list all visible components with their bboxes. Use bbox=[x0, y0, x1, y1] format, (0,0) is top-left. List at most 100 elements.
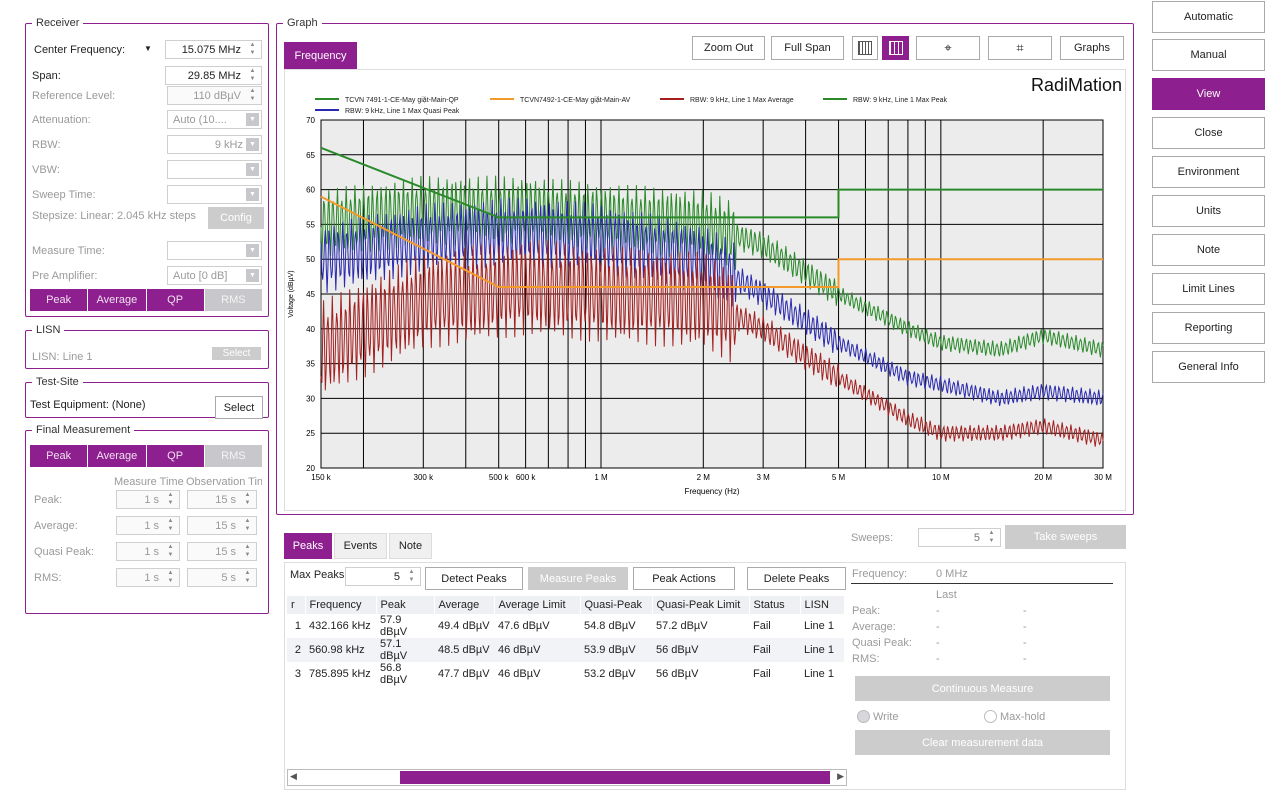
detector-average[interactable]: Average bbox=[88, 289, 147, 311]
emission-chart[interactable]: RadiMation TCVN 7491-1-CE-May giặt-Main-… bbox=[285, 70, 1127, 512]
readout-peak-label: Peak: bbox=[852, 605, 881, 617]
graph-group: Graph bbox=[276, 17, 1134, 515]
scrollbar-thumb[interactable] bbox=[400, 771, 830, 784]
test-site-select-button[interactable]: Select bbox=[215, 396, 263, 419]
center-frequency-dropdown-icon[interactable]: ▼ bbox=[144, 44, 152, 53]
peak-actions-button[interactable]: Peak Actions bbox=[633, 567, 735, 590]
tab-peaks[interactable]: Peaks bbox=[284, 533, 332, 559]
detector-peak[interactable]: Peak bbox=[30, 289, 89, 311]
graphs-button[interactable]: Graphs bbox=[1060, 36, 1124, 60]
final-detector-qp[interactable]: QP bbox=[146, 445, 205, 467]
tab-note[interactable]: Note bbox=[389, 533, 432, 559]
y-tick-label: 40 bbox=[306, 325, 315, 334]
final-rms-observation-time[interactable]: 5 s ▲ ▼ bbox=[187, 568, 257, 587]
nav-close[interactable]: Close bbox=[1152, 117, 1265, 149]
table-row[interactable]: 1 432.166 kHz 57.9 dBµV 49.4 dBµV 47.6 dBµV 5… bbox=[294, 614, 834, 638]
x-tick-label: 3 M bbox=[756, 473, 770, 482]
max-peaks-input[interactable]: 5 ▲ ▼ bbox=[345, 567, 421, 586]
horizontal-scrollbar[interactable]: ◀ ▶ bbox=[287, 769, 847, 786]
nav-limit-lines[interactable]: Limit Lines bbox=[1152, 273, 1265, 305]
write-radio[interactable] bbox=[857, 710, 870, 723]
final-quasi-peak-measure-time[interactable]: 1 s ▲ ▼ bbox=[116, 542, 180, 561]
continuous-measure-button[interactable]: Continuous Measure bbox=[855, 676, 1110, 701]
grid-fine-button[interactable] bbox=[852, 36, 878, 60]
y-axis-label: Voltage (dBµV) bbox=[288, 270, 295, 317]
nav-reporting[interactable]: Reporting bbox=[1152, 312, 1265, 344]
final-average-observation-time[interactable]: 15 s ▲ ▼ bbox=[187, 516, 257, 535]
attenuation-select[interactable]: Auto (10.... ▼ bbox=[167, 110, 262, 129]
rbw-select[interactable]: 9 kHz ▼ bbox=[167, 135, 262, 154]
nav-general-info[interactable]: General Info bbox=[1152, 351, 1265, 383]
col-header-index[interactable]: r bbox=[287, 596, 306, 614]
span-input[interactable]: 29.85 MHz ▲ ▼ bbox=[165, 66, 262, 85]
col-header-status[interactable]: Status bbox=[749, 596, 801, 614]
col-header-average-limit[interactable]: Average Limit bbox=[494, 596, 581, 614]
final-quasi-peak-observation-time[interactable]: 15 s ▲ ▼ bbox=[187, 542, 257, 561]
scroll-right-icon[interactable]: ▶ bbox=[837, 771, 844, 781]
measure-time-select[interactable]: ▼ bbox=[167, 241, 262, 260]
lisn-title: LISN bbox=[36, 324, 61, 336]
x-tick-label: 300 k bbox=[414, 473, 435, 482]
nav-note[interactable]: Note bbox=[1152, 234, 1265, 266]
receiver-title: Receiver bbox=[36, 17, 80, 29]
vbw-select[interactable]: ▼ bbox=[167, 160, 262, 179]
sweeps-input[interactable]: 5 ▲ ▼ bbox=[918, 528, 1001, 547]
nav-units[interactable]: Units bbox=[1152, 195, 1265, 227]
measure-time-column-header: Measure Time bbox=[114, 476, 184, 488]
col-header-quasi-peak-limit[interactable]: Quasi-Peak Limit bbox=[652, 596, 750, 614]
measure-peaks-button[interactable]: Measure Peaks bbox=[528, 567, 628, 590]
final-detector-average[interactable]: Average bbox=[88, 445, 147, 467]
detector-rms[interactable]: RMS bbox=[204, 289, 263, 311]
final-detector-peak[interactable]: Peak bbox=[30, 445, 89, 467]
final-average-measure-time[interactable]: 1 s ▲ ▼ bbox=[116, 516, 180, 535]
final-peak-observation-time[interactable]: 15 s ▲ ▼ bbox=[187, 490, 257, 509]
clear-measurement-button[interactable]: Clear measurement data bbox=[855, 730, 1110, 755]
final-rms-measure-time[interactable]: 1 s ▲ ▼ bbox=[116, 568, 180, 587]
pre-amplifier-select[interactable]: Auto [0 dB] ▼ bbox=[167, 266, 262, 285]
detector-qp[interactable]: QP bbox=[146, 289, 205, 311]
table-row[interactable]: 3 785.895 kHz 56.8 dBµV 47.7 dBµV 46 dBµV 53.… bbox=[294, 662, 834, 686]
sweep-time-select[interactable]: ▼ bbox=[167, 185, 262, 204]
cursor-tool-button[interactable]: ⌖ bbox=[916, 36, 980, 60]
col-header-frequency[interactable]: Frequency bbox=[305, 596, 377, 614]
final-peak-measure-time[interactable]: 1 s ▲ ▼ bbox=[116, 490, 180, 509]
readout-frequency-value: 0 MHz bbox=[936, 568, 968, 580]
table-row[interactable]: 2 560.98 kHz 57.1 dBµV 48.5 dBµV 46 dBµV 53.9… bbox=[287, 638, 844, 662]
nav-automatic[interactable]: Automatic bbox=[1152, 1, 1265, 33]
take-sweeps-button[interactable]: Take sweeps bbox=[1005, 525, 1126, 549]
center-frequency-label: Center Frequency: bbox=[34, 44, 126, 56]
final-detector-rms[interactable]: RMS bbox=[204, 445, 263, 467]
lisn-select-button[interactable]: Select bbox=[212, 347, 261, 360]
nav-environment[interactable]: Environment bbox=[1152, 156, 1265, 188]
final-detector-selector: Peak Average QP RMS bbox=[30, 445, 263, 467]
y-tick-label: 20 bbox=[306, 464, 315, 473]
center-frequency-input[interactable]: 15.075 MHz ▲ ▼ bbox=[165, 40, 262, 59]
limit-line-av bbox=[320, 195, 1103, 288]
reference-level-input[interactable]: 110 dBµV ▲ ▼ bbox=[167, 86, 262, 105]
rbw-label: RBW: bbox=[32, 139, 61, 151]
col-header-average[interactable]: Average bbox=[434, 596, 495, 614]
nav-view[interactable]: View bbox=[1152, 78, 1265, 110]
frequency-tab[interactable]: Frequency bbox=[284, 42, 357, 69]
x-tick-label: 5 M bbox=[832, 473, 846, 482]
maxhold-radio[interactable] bbox=[984, 710, 997, 723]
readout-peak-max: - bbox=[1023, 605, 1027, 617]
readout-peak-last: - bbox=[936, 605, 940, 617]
scroll-left-icon[interactable]: ◀ bbox=[290, 771, 297, 781]
col-header-quasi-peak[interactable]: Quasi-Peak bbox=[580, 596, 653, 614]
delete-peaks-button[interactable]: Delete Peaks bbox=[747, 567, 846, 590]
x-axis-label: Frequency (Hz) bbox=[684, 487, 739, 496]
x-tick-label: 150 k bbox=[311, 473, 332, 482]
zoom-out-button[interactable]: Zoom Out bbox=[692, 36, 765, 60]
detect-peaks-button[interactable]: Detect Peaks bbox=[425, 567, 523, 590]
full-span-button[interactable]: Full Span bbox=[771, 36, 844, 60]
nav-manual[interactable]: Manual bbox=[1152, 39, 1265, 71]
grid-coarse-button[interactable] bbox=[882, 36, 909, 60]
col-header-lisn[interactable]: LISN bbox=[800, 596, 845, 614]
tab-events[interactable]: Events bbox=[334, 533, 387, 559]
marker-tool-button[interactable]: ⌗ bbox=[988, 36, 1052, 60]
col-header-peak[interactable]: Peak bbox=[376, 596, 435, 614]
y-tick-label: 55 bbox=[306, 220, 315, 229]
grid-fine-icon bbox=[858, 41, 872, 55]
config-button[interactable]: Config bbox=[208, 207, 264, 229]
